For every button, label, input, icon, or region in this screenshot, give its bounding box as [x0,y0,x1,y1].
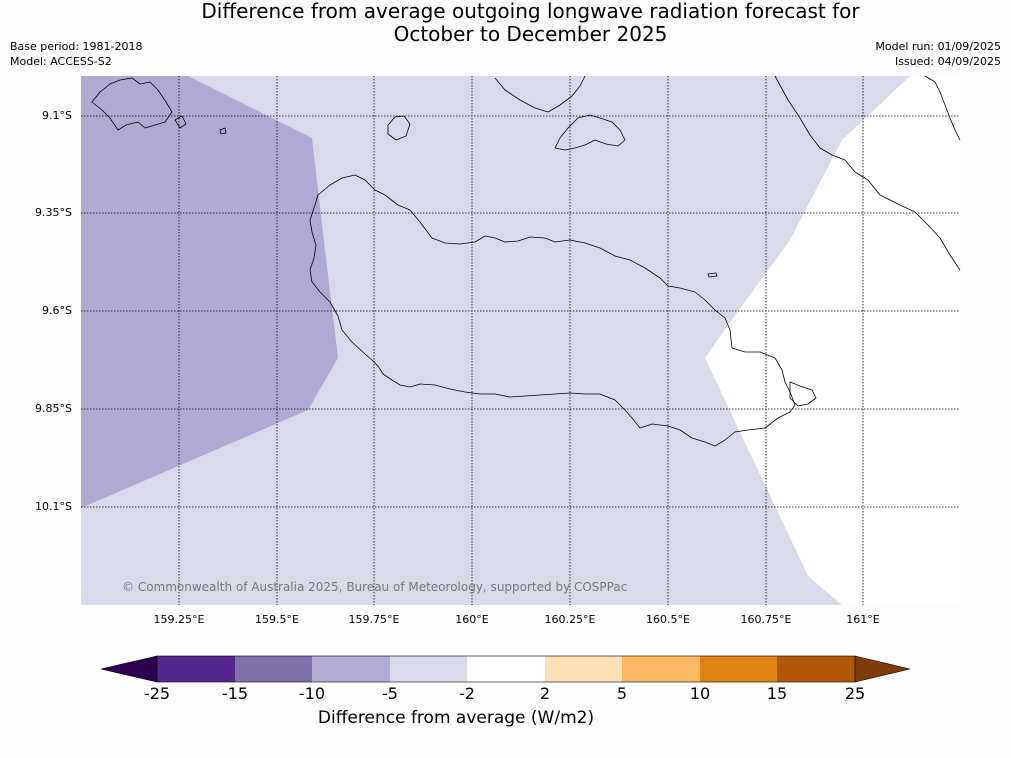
model-run-text: Model run: 01/09/2025 [875,40,1001,53]
colorbar [100,655,911,683]
model-text: Model: ACCESS-S2 [10,55,112,68]
savo-island-coastline [387,115,411,141]
colorbar-outline [156,655,856,683]
colorbar-segment [312,656,390,682]
colorbar-segment [467,656,545,682]
lon-label: 160°E [455,613,489,626]
marau-sound-coastline [789,381,817,407]
colorbar-segment [157,656,235,682]
colorbar-tick: 15 [766,684,788,703]
colorbar-segment [622,656,700,682]
russell-islands-coastline [91,77,173,131]
lon-label: 159.25°E [153,613,205,626]
lon-label: 159.75°E [348,613,400,626]
colorbar-min-extension [100,655,158,683]
colorbar-tick: 2 [539,684,551,703]
lat-label: 9.35°S [35,206,72,219]
colorbar-segment [390,656,467,682]
small-island-coastline [707,272,718,278]
colorbar-tick: 10 [689,684,711,703]
base-period-text: Base period: 1981-2018 [10,40,143,53]
colorbar-segment [777,656,855,682]
below-average-region [81,76,338,508]
colorbar-tick: 25 [844,684,866,703]
colorbar-tick: -2 [459,684,475,703]
colorbar-tick: -5 [382,684,398,703]
small-islet-coastline [174,115,187,129]
lon-label: 160.5°E [646,613,690,626]
near-average-region [705,76,960,605]
lon-label: 161°E [846,613,880,626]
copyright-text: © Commonwealth of Australia 2025, Bureau… [122,580,628,594]
malaita-north-coastline [924,75,961,141]
colorbar-tick: 5 [616,684,628,703]
lat-label: 9.1°S [42,109,72,122]
chart-title: Difference from average outgoing longwav… [0,0,1011,46]
colorbar-segment [235,656,312,682]
colorbar-max-extension [854,655,911,683]
lat-label: 9.85°S [35,402,72,415]
lon-label: 160.75°E [740,613,792,626]
coastlines [91,75,961,447]
colorbar-tick: -15 [221,684,249,703]
title-line-1: Difference from average outgoing longwav… [201,0,860,23]
colorbar-segment [545,656,622,682]
lon-label: 160.25°E [544,613,596,626]
small-islet-coastline [219,127,227,135]
title-line-2: October to December 2025 [393,22,668,46]
lon-label: 159.5°E [255,613,299,626]
northern-island-coastline [494,75,586,113]
meta-right: Model run: 01/09/2025 Issued: 04/09/2025 [875,39,1001,69]
colorbar-label: Difference from average (W/m2) [317,708,595,728]
colorbar-tick: -10 [298,684,326,703]
issued-text: Issued: 04/09/2025 [894,55,1001,68]
lat-label: 9.6°S [42,304,72,317]
malaita-coastline [774,75,961,271]
lat-label: 10.1°S [35,500,72,513]
guadalcanal-coastline [309,174,796,447]
gridlines [81,76,960,605]
colorbar-segment [700,656,777,682]
meta-left: Base period: 1981-2018 Model: ACCESS-S2 [10,39,142,69]
florida-islands-coastline [554,114,626,151]
colorbar-tick: -25 [143,684,171,703]
